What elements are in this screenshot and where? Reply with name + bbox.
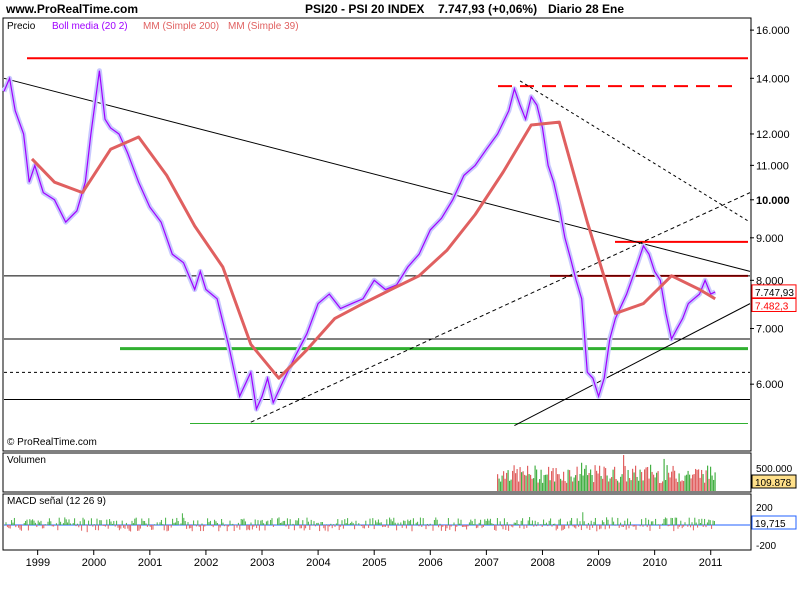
legend-volumen: Volumen (7, 455, 46, 466)
x-tick-label: 2007 (474, 557, 498, 569)
macd-last-box (751, 515, 797, 530)
x-tick-label: 2008 (530, 557, 554, 569)
y-tick-label: 14.000 (756, 73, 790, 85)
quote-value: 7.747,93 (+0,06%) (438, 2, 537, 16)
y-tick-label: 16.000 (756, 25, 790, 37)
x-tick-label: 2000 (82, 557, 106, 569)
trend-line (514, 303, 751, 427)
x-tick-label: 2004 (306, 557, 330, 569)
y-tick-label: 7.000 (756, 324, 784, 336)
x-tick-label: 2003 (250, 557, 274, 569)
macd-last-label: 19,715 (755, 519, 786, 530)
price-layer (1, 57, 751, 427)
legend-macd: MACD señal (12 26 9) (7, 496, 106, 507)
ma200-series-line (30, 120, 716, 380)
price-series-line (3, 70, 716, 412)
y-tick-label: 10.000 (756, 195, 790, 207)
axis-layer: 16.000 14.000 12.000 11.000 10.000 9.000 8.000… (26, 25, 797, 569)
volume-last-box (751, 474, 797, 489)
volume-layer: 500.000 109.878 (496, 455, 797, 491)
legend-boll: Boll media (20 2) (52, 21, 128, 32)
secondary-price-label: 7.482,3 (755, 301, 789, 312)
volume-tick-label: 500.000 (756, 464, 793, 475)
x-tick-label: 2011 (699, 557, 723, 569)
legend-ma200: MM (Simple 200) (143, 21, 219, 32)
secondary-price-box (751, 297, 797, 312)
price-panel (2, 17, 752, 452)
y-tick-label: 8.000 (756, 275, 784, 287)
x-tick-label: 2005 (362, 557, 386, 569)
watermark: © ProRealTime.com (7, 437, 97, 448)
last-price-box (751, 284, 797, 299)
volume-last-label: 109.878 (755, 478, 792, 489)
legend-precio: Precio (7, 21, 36, 32)
x-tick-label: 2009 (587, 557, 611, 569)
y-tick-label: 6.000 (756, 379, 784, 391)
header-bar (0, 0, 800, 17)
trend-line (519, 80, 751, 223)
macd-layer: 200 -200 19,715 (4, 503, 797, 552)
period-label: Diario 28 Ene (548, 2, 624, 16)
trend-line (3, 77, 751, 272)
x-tick-label: 2002 (194, 557, 218, 569)
last-price-label: 7.747,93 (755, 288, 794, 299)
y-tick-label: 11.000 (756, 160, 789, 172)
instrument-title: PSI20 - PSI 20 INDEX (305, 2, 424, 16)
site-name[interactable]: www.ProRealTime.com (5, 2, 138, 16)
x-tick-label: 2001 (138, 557, 162, 569)
macd-panel (2, 493, 752, 551)
x-tick-label: 1999 (26, 557, 50, 569)
x-tick-label: 2010 (643, 557, 667, 569)
y-tick-label: 9.000 (756, 233, 784, 245)
x-tick-label: 2006 (418, 557, 442, 569)
legend-ma39: MM (Simple 39) (228, 21, 299, 32)
y-tick-label: 12.000 (756, 129, 790, 141)
macd-tick-label: 200 (756, 503, 773, 514)
macd-tick-label: -200 (756, 541, 776, 552)
trend-line (250, 192, 751, 423)
